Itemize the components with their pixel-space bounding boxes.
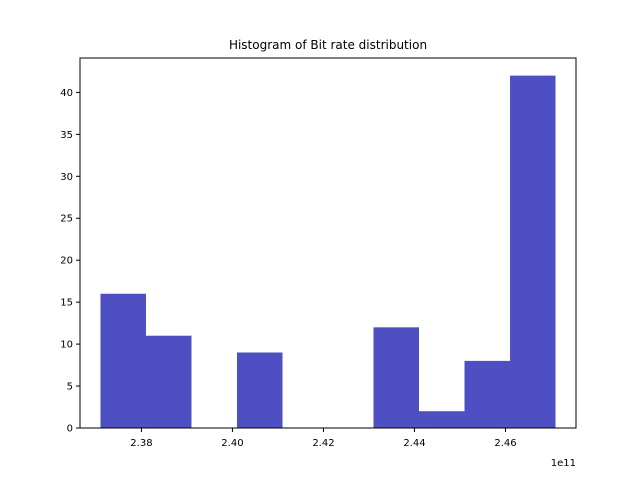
y-tick-label: 40 [60,88,73,99]
chart-title: Histogram of Bit rate distribution [229,38,427,52]
histogram-bar-6 [373,327,419,428]
histogram-bar-1 [145,335,192,428]
bars-group [100,75,556,429]
x-tick-label: 2.38 [130,438,152,449]
x-tick-label: 2.42 [312,438,334,449]
y-tick-label: 25 [60,214,73,225]
y-tick-label: 20 [60,256,73,267]
histogram-bar-7 [419,411,465,428]
histogram-bar-0 [100,293,146,428]
y-axis: 0 5 10 15 20 25 30 35 40 [60,88,80,435]
y-tick-label: 10 [60,340,73,351]
histogram-bar-8 [464,360,511,428]
histogram-bar-9 [510,75,556,429]
x-axis: 2.38 2.40 2.42 2.44 2.46 [130,428,517,449]
plot-frame [79,57,577,429]
y-tick-label: 15 [60,298,73,309]
x-offset-label: 1e11 [551,458,576,469]
y-tick-label: 35 [60,130,73,141]
x-tick-label: 2.44 [403,438,425,449]
y-tick-label: 30 [60,172,73,183]
histogram-bar-3 [236,352,283,428]
y-tick-label: 0 [67,424,73,435]
y-tick-label: 5 [67,382,73,393]
x-tick-label: 2.40 [221,438,243,449]
x-tick-label: 2.46 [494,438,516,449]
